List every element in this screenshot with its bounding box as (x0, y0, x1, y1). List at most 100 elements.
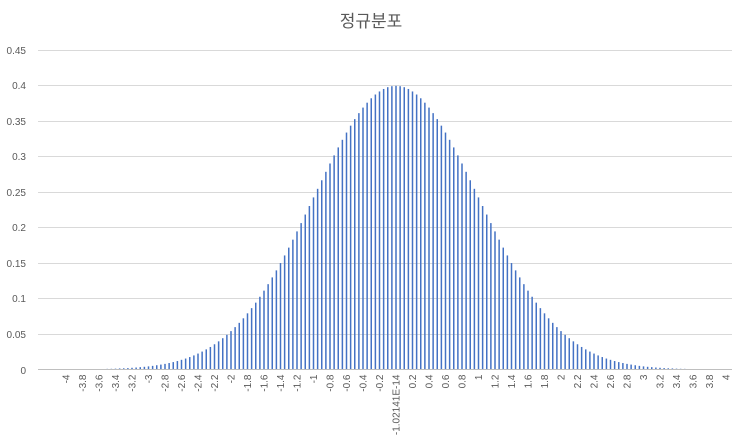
bar (267, 284, 269, 370)
bar (378, 91, 381, 370)
bar (292, 239, 294, 370)
bar (481, 206, 484, 370)
bar (428, 107, 430, 370)
bar (316, 188, 319, 370)
x-tick-label: -4 (62, 374, 73, 383)
y-tick-label: 0.4 (12, 81, 26, 92)
bar (222, 338, 224, 370)
bar (601, 357, 603, 370)
bar (453, 147, 455, 370)
x-tick-label: -2 (227, 374, 238, 383)
x-tick-label: -1.4 (276, 374, 287, 392)
bar (366, 102, 368, 370)
y-tick-label: 0.05 (7, 330, 27, 341)
bar (341, 139, 344, 370)
x-tick-label: 2.4 (590, 374, 601, 388)
bar (118, 368, 121, 370)
y-tick-label: 0.2 (12, 223, 26, 234)
bar (465, 171, 467, 370)
x-tick-label: -0.2 (375, 374, 386, 392)
bar (333, 155, 335, 370)
bar (622, 363, 624, 370)
x-tick-label: -0.4 (359, 374, 370, 392)
y-tick-label: 0.35 (7, 117, 27, 128)
x-tick-label: 1.6 (524, 374, 535, 388)
bar (531, 296, 533, 370)
bar (547, 318, 550, 370)
bar (589, 351, 591, 370)
x-tick-label: 1.4 (507, 374, 518, 388)
bar (275, 270, 278, 370)
bar (156, 365, 158, 370)
x-tick-label: 2.8 (623, 374, 634, 388)
bar (539, 308, 542, 370)
bar (634, 365, 636, 370)
x-tick-label: 2.6 (606, 374, 617, 388)
bar (564, 334, 566, 370)
x-tick-label: -3.4 (111, 374, 122, 392)
x-tick-label: 1.8 (540, 374, 551, 388)
bar (201, 351, 203, 370)
y-tick-label: 0.1 (12, 294, 26, 305)
bar (420, 98, 422, 370)
x-tick-label: 0.6 (441, 374, 452, 388)
bar-series (65, 85, 727, 370)
bar (638, 365, 641, 370)
bar (259, 296, 261, 370)
bar (164, 363, 166, 370)
bar (358, 113, 360, 370)
x-tick-label: 3.8 (705, 374, 716, 388)
bar (519, 277, 521, 370)
bar (593, 353, 595, 370)
bar (527, 290, 529, 370)
bar (523, 284, 525, 370)
bar (440, 125, 443, 370)
bar (131, 367, 133, 370)
bar (605, 358, 608, 370)
bar (568, 338, 570, 370)
bar (473, 188, 476, 370)
bar (238, 322, 240, 370)
bar (387, 87, 389, 370)
bar (651, 367, 653, 370)
bar (209, 346, 212, 370)
bar (572, 341, 575, 370)
bar (147, 366, 150, 370)
bar (189, 357, 191, 370)
bar (213, 344, 216, 370)
bar (271, 277, 273, 370)
bar (234, 327, 236, 370)
bar (576, 344, 579, 370)
x-tick-label: -1.8 (243, 374, 254, 392)
bar (217, 341, 220, 370)
bar (283, 255, 286, 370)
y-tick-label: 0.15 (7, 259, 27, 270)
bar (436, 119, 438, 370)
bar (160, 364, 162, 370)
bar (403, 87, 405, 370)
bar (246, 313, 249, 370)
bar (325, 171, 327, 370)
bar (382, 88, 385, 370)
bar (370, 98, 372, 370)
bar (411, 91, 414, 370)
bar (329, 163, 331, 370)
x-tick-label: -0.8 (326, 374, 337, 392)
chart-title: 정규분포 (340, 12, 403, 32)
x-tick-label: -1.02141E-14 (392, 374, 403, 435)
bar (556, 327, 558, 370)
bar (205, 349, 207, 370)
x-tick-label: -2.2 (210, 374, 221, 392)
bar (642, 366, 645, 370)
bar (242, 318, 245, 370)
bar (626, 363, 628, 370)
bar (444, 132, 447, 370)
x-tick-label: -1.2 (293, 374, 304, 392)
bar (494, 231, 496, 370)
x-tick-label: 4 (722, 374, 733, 380)
bar (502, 247, 504, 370)
bar (391, 86, 393, 370)
x-tick-label: 3.4 (672, 374, 683, 388)
